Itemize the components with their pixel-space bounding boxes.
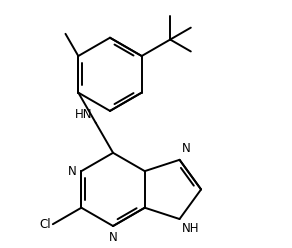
Text: HN: HN xyxy=(75,108,93,121)
Text: N: N xyxy=(109,231,117,244)
Text: N: N xyxy=(67,165,76,178)
Text: N: N xyxy=(182,142,191,155)
Text: NH: NH xyxy=(182,222,200,235)
Text: Cl: Cl xyxy=(39,218,51,231)
